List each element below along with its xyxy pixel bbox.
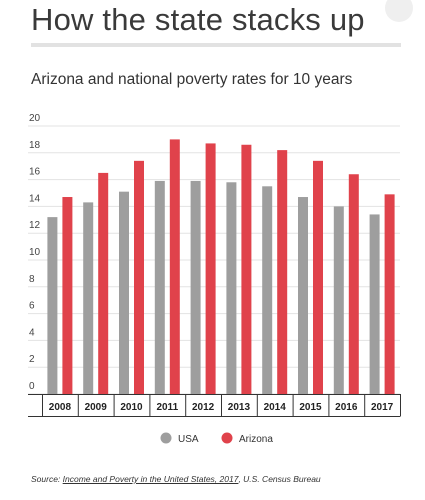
x-tick-label: 2015 <box>299 402 322 413</box>
y-tick-label: 18 <box>29 140 41 151</box>
y-tick-label: 14 <box>29 193 41 204</box>
y-tick-label: 20 <box>29 113 41 124</box>
bar-arizona-2016 <box>348 174 359 394</box>
bar-usa-2014 <box>262 186 273 394</box>
chart-title: Arizona and national poverty rates for 1… <box>31 71 353 88</box>
bar-usa-2008 <box>47 217 58 394</box>
bars <box>47 139 395 394</box>
legend-label-usa: USA <box>178 434 199 445</box>
source-link[interactable]: Income and Poverty in the United States,… <box>62 474 239 484</box>
bar-arizona-2009 <box>98 172 109 394</box>
bar-usa-2011 <box>154 180 165 394</box>
bar-usa-2012 <box>190 180 201 394</box>
page-headline: How the state stacks up <box>31 2 365 37</box>
bar-arizona-2012 <box>205 143 216 394</box>
corner-action-button[interactable] <box>385 0 413 22</box>
bar-usa-2016 <box>333 206 344 394</box>
x-tick-label: 2011 <box>156 402 178 413</box>
x-tick-label: 2017 <box>371 402 394 413</box>
bar-usa-2013 <box>226 182 237 394</box>
bar-arizona-2015 <box>313 160 323 394</box>
y-tick-label: 6 <box>29 301 35 312</box>
x-tick-label: 2010 <box>120 402 143 413</box>
y-tick-label: 8 <box>29 274 35 285</box>
legend-label-arizona: Arizona <box>239 434 273 445</box>
x-tick-label: 2013 <box>228 402 251 413</box>
y-tick-label: 4 <box>29 327 35 338</box>
bar-usa-2017 <box>369 214 380 394</box>
bar-arizona-2014 <box>277 150 288 394</box>
x-tick-label: 2008 <box>49 402 72 413</box>
x-tick-label: 2012 <box>192 402 215 413</box>
y-tick-label: 12 <box>29 220 41 231</box>
bar-arizona-2011 <box>169 139 180 394</box>
y-tick-label: 0 <box>29 381 35 392</box>
bar-usa-2009 <box>83 202 94 394</box>
legend-swatch-arizona <box>221 432 233 444</box>
headline-divider <box>31 43 401 47</box>
x-tick-label: 2014 <box>264 402 287 413</box>
y-tick-label: 10 <box>29 247 41 258</box>
source-note: Source: Income and Poverty in the United… <box>31 474 321 484</box>
source-suffix: , U.S. Census Bureau <box>238 474 321 484</box>
legend: USA Arizona <box>160 432 273 445</box>
x-axis: 2008 2009 2010 2011 2012 2013 2014 2015 2016 2017 <box>28 394 401 417</box>
bar-arizona-2008 <box>62 197 73 394</box>
bar-usa-2015 <box>298 197 308 394</box>
y-tick-label: 16 <box>29 167 41 178</box>
bar-arizona-2017 <box>384 194 395 394</box>
bar-usa-2010 <box>119 191 129 394</box>
legend-swatch-usa <box>160 432 172 444</box>
y-axis-ticks: 0 2 4 6 8 10 12 14 16 18 20 <box>29 113 41 392</box>
source-prefix: Source: <box>31 474 63 484</box>
bar-arizona-2010 <box>134 160 144 394</box>
x-tick-label: 2009 <box>85 402 108 413</box>
y-tick-label: 2 <box>29 354 35 365</box>
bar-arizona-2013 <box>241 144 252 394</box>
x-tick-label: 2016 <box>335 402 358 413</box>
